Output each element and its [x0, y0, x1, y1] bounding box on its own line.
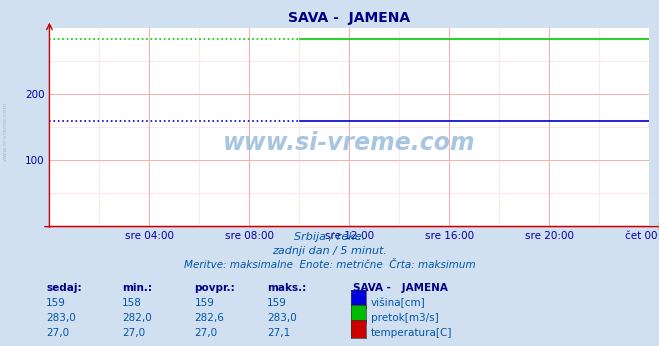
Text: povpr.:: povpr.: [194, 283, 235, 293]
Text: 159: 159 [46, 298, 66, 308]
Text: min.:: min.: [122, 283, 152, 293]
Text: 283,0: 283,0 [46, 313, 76, 323]
Text: 282,6: 282,6 [194, 313, 224, 323]
Text: SAVA -   JAMENA: SAVA - JAMENA [353, 283, 447, 293]
Text: 27,0: 27,0 [122, 328, 145, 338]
Text: višina[cm]: višina[cm] [371, 298, 426, 308]
Text: www.si-vreme.com: www.si-vreme.com [223, 131, 476, 155]
Text: temperatura[C]: temperatura[C] [371, 328, 453, 338]
Text: 27,0: 27,0 [194, 328, 217, 338]
Text: 27,1: 27,1 [267, 328, 290, 338]
Text: 159: 159 [267, 298, 287, 308]
Text: www.si-vreme.com: www.si-vreme.com [3, 102, 8, 161]
Text: pretok[m3/s]: pretok[m3/s] [371, 313, 439, 323]
Title: SAVA -  JAMENA: SAVA - JAMENA [288, 11, 411, 25]
Text: 282,0: 282,0 [122, 313, 152, 323]
Text: Meritve: maksimalne  Enote: metrične  Črta: maksimum: Meritve: maksimalne Enote: metrične Črta… [184, 260, 475, 270]
Text: 159: 159 [194, 298, 214, 308]
Text: Srbija / reke.: Srbija / reke. [294, 233, 365, 243]
Text: 27,0: 27,0 [46, 328, 69, 338]
Text: 158: 158 [122, 298, 142, 308]
Text: zadnji dan / 5 minut.: zadnji dan / 5 minut. [272, 246, 387, 256]
Text: sedaj:: sedaj: [46, 283, 82, 293]
Text: maks.:: maks.: [267, 283, 306, 293]
Text: 283,0: 283,0 [267, 313, 297, 323]
